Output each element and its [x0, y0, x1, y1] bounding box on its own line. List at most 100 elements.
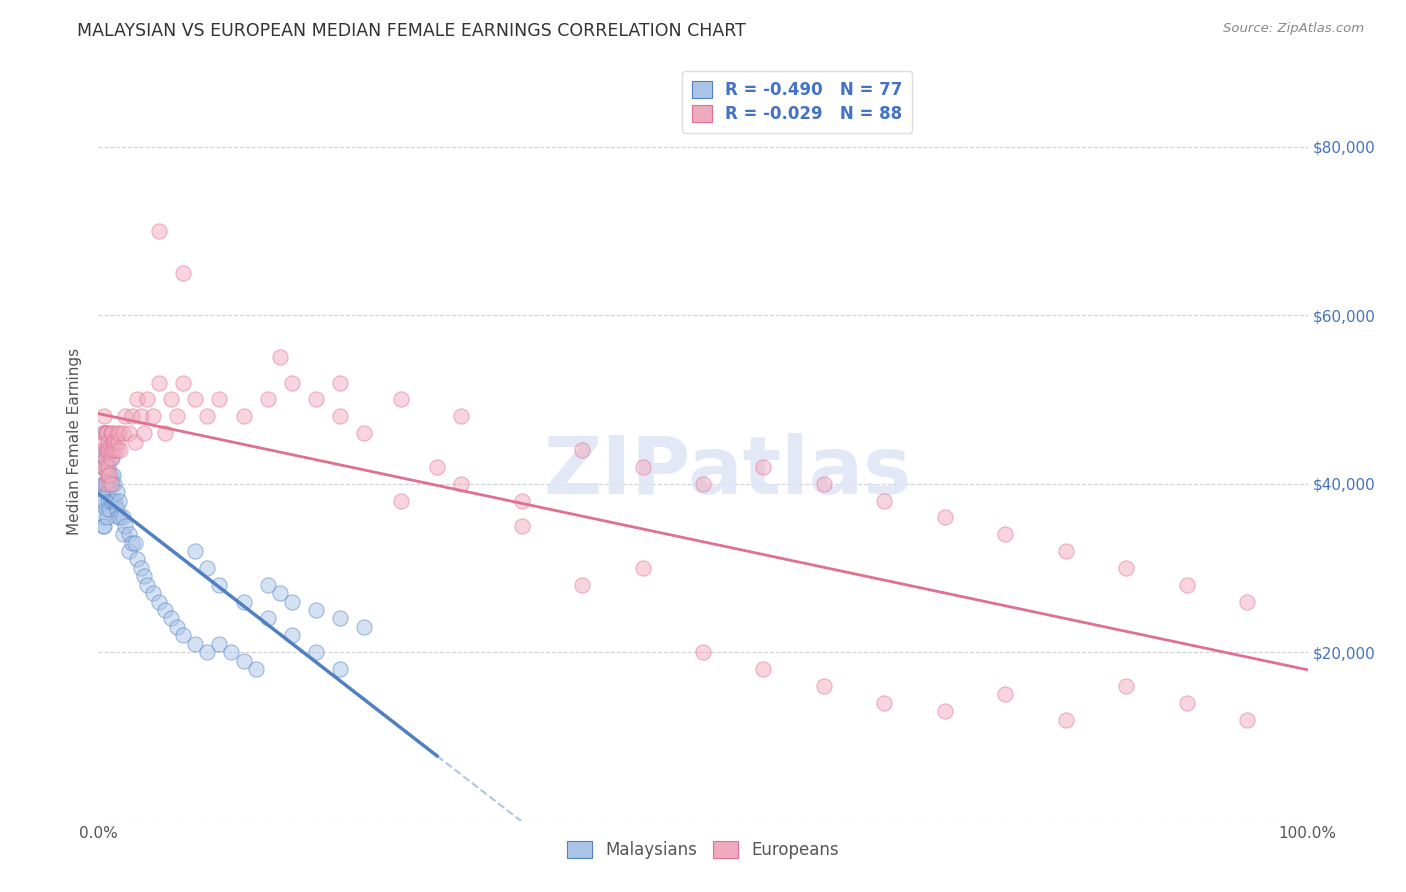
Point	[91, 510, 114, 524]
Point	[873, 696, 896, 710]
Point	[93, 434, 115, 449]
Point	[752, 459, 775, 474]
Point	[269, 586, 291, 600]
Point	[127, 552, 149, 566]
Point	[142, 586, 165, 600]
Point	[103, 476, 125, 491]
Point	[221, 645, 243, 659]
Point	[135, 392, 157, 407]
Point	[1236, 594, 1258, 608]
Point	[153, 426, 176, 441]
Point	[98, 468, 121, 483]
Point	[105, 442, 128, 457]
Point	[692, 645, 714, 659]
Point	[813, 476, 835, 491]
Point	[100, 476, 122, 491]
Point	[97, 468, 120, 483]
Point	[100, 442, 122, 457]
Point	[108, 442, 131, 457]
Point	[873, 493, 896, 508]
Point	[94, 442, 117, 457]
Point	[450, 409, 472, 424]
Point	[118, 527, 141, 541]
Point	[93, 409, 115, 424]
Point	[692, 476, 714, 491]
Legend: Malaysians, Europeans: Malaysians, Europeans	[560, 834, 846, 865]
Point	[134, 426, 156, 441]
Point	[107, 434, 129, 449]
Point	[129, 561, 152, 575]
Point	[98, 502, 121, 516]
Point	[329, 611, 352, 625]
Point	[94, 426, 117, 441]
Point	[104, 434, 127, 449]
Point	[148, 224, 170, 238]
Point	[97, 442, 120, 457]
Point	[631, 561, 654, 575]
Point	[93, 518, 115, 533]
Point	[305, 603, 328, 617]
Point	[111, 426, 134, 441]
Point	[1054, 713, 1077, 727]
Point	[1175, 578, 1198, 592]
Point	[256, 578, 278, 592]
Point	[100, 451, 122, 466]
Point	[353, 620, 375, 634]
Point	[93, 459, 115, 474]
Point	[160, 611, 183, 625]
Point	[124, 535, 146, 549]
Point	[153, 603, 176, 617]
Point	[184, 392, 207, 407]
Point	[97, 493, 120, 508]
Point	[94, 451, 117, 466]
Point	[571, 578, 593, 592]
Point	[96, 510, 118, 524]
Point	[329, 409, 352, 424]
Point	[108, 493, 131, 508]
Point	[934, 510, 956, 524]
Point	[160, 392, 183, 407]
Point	[100, 476, 122, 491]
Point	[281, 376, 304, 390]
Point	[256, 392, 278, 407]
Point	[195, 409, 218, 424]
Point	[101, 493, 124, 508]
Point	[91, 442, 114, 457]
Point	[105, 485, 128, 500]
Point	[91, 459, 114, 474]
Point	[208, 637, 231, 651]
Point	[91, 518, 114, 533]
Point	[571, 442, 593, 457]
Point	[172, 376, 194, 390]
Point	[1054, 544, 1077, 558]
Point	[114, 518, 136, 533]
Point	[100, 451, 122, 466]
Point	[1115, 561, 1137, 575]
Point	[118, 544, 141, 558]
Point	[166, 620, 188, 634]
Point	[752, 662, 775, 676]
Point	[305, 645, 328, 659]
Point	[232, 654, 254, 668]
Point	[96, 442, 118, 457]
Point	[389, 392, 412, 407]
Point	[91, 442, 114, 457]
Point	[166, 409, 188, 424]
Point	[184, 544, 207, 558]
Point	[232, 409, 254, 424]
Point	[329, 376, 352, 390]
Point	[245, 662, 267, 676]
Point	[195, 561, 218, 575]
Point	[994, 687, 1017, 701]
Point	[101, 468, 124, 483]
Point	[148, 376, 170, 390]
Point	[107, 510, 129, 524]
Point	[281, 594, 304, 608]
Point	[172, 266, 194, 280]
Point	[208, 578, 231, 592]
Point	[208, 392, 231, 407]
Point	[135, 578, 157, 592]
Point	[426, 459, 449, 474]
Point	[98, 442, 121, 457]
Point	[96, 426, 118, 441]
